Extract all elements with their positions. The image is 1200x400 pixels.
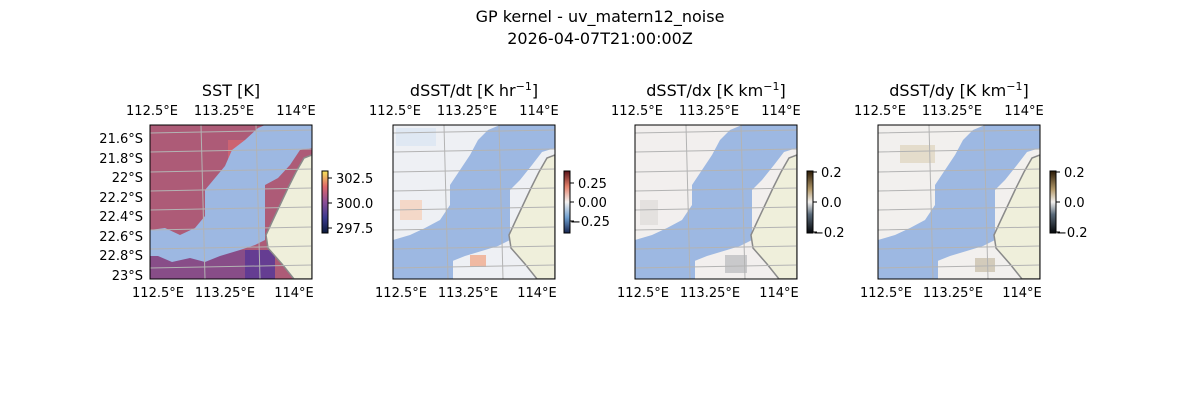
- x-top-tick-label: 114°E: [1004, 104, 1044, 119]
- no-data-region: [150, 125, 312, 262]
- plot-frame: [634, 124, 798, 280]
- colorbar-tick-label: 302.5: [336, 172, 373, 187]
- figure-title: GP kernel - uv_matern12_noise: [476, 7, 725, 27]
- y-tick-label: 22.6°S: [99, 230, 143, 245]
- x-bottom-tick-label: 112.5°E: [132, 286, 184, 301]
- x-top-tick-label: 114°E: [519, 104, 559, 119]
- colorbar: 0.25 0.00 −0.25: [563, 170, 610, 234]
- plot-frame: [877, 124, 1041, 280]
- panel-title: dSST/dx [K km−1]: [646, 80, 785, 100]
- colorbar-tick-label: −0.2: [1056, 226, 1088, 241]
- x-bottom-tick-label: 113.25°E: [680, 286, 740, 301]
- colorbar: 302.5 300.0 297.5: [321, 170, 373, 237]
- x-bottom-tick-label: 114°E: [1002, 286, 1042, 301]
- colorbar-tick-label: 0.2: [1064, 166, 1085, 181]
- plot-frame: [392, 124, 556, 280]
- field-tint: [725, 255, 747, 273]
- field-warm-tint: [470, 255, 486, 267]
- x-top-tick-label: 113.25°E: [194, 104, 254, 119]
- x-top-tick-label: 113.25°E: [437, 104, 497, 119]
- panel-title: dSST/dt [K hr−1]: [410, 80, 538, 100]
- colorbar-bar: [321, 170, 329, 234]
- no-data-region: [393, 125, 555, 262]
- colorbar: 0.2 0.0 −0.2: [806, 166, 845, 241]
- colorbar-tick-label: 297.5: [336, 222, 373, 237]
- colorbar: 0.2 0.0 −0.2: [1049, 166, 1088, 241]
- x-top-tick-label: 112.5°E: [611, 104, 663, 119]
- figure-subtitle: 2026-04-07T21:00:00Z: [507, 29, 693, 48]
- x-top-tick-label: 112.5°E: [854, 104, 906, 119]
- panel-dsst-dt: dSST/dt [K hr−1] 112.5°E 113.25°E 114°E …: [369, 80, 610, 301]
- colorbar-tick-label: −0.25: [570, 215, 610, 230]
- graticule: [150, 125, 312, 279]
- x-bottom-tick-label: 113.25°E: [195, 286, 255, 301]
- colorbar-tick-label: 300.0: [336, 197, 373, 212]
- no-data-region: [635, 125, 797, 262]
- colorbar-tick-label: 0.25: [578, 177, 607, 192]
- map-plot-area: [393, 125, 555, 279]
- graticule: [393, 125, 555, 279]
- map-plot-area: [150, 125, 312, 279]
- field-tint: [975, 258, 995, 272]
- field-tint: [640, 200, 658, 225]
- panel-sst: SST [K] 112.5°E 113.25°E 114°E 112.5°E 1…: [99, 81, 373, 301]
- x-top-tick-label: 113.25°E: [922, 104, 982, 119]
- field-tint: [900, 145, 935, 163]
- panel-dsst-dx: dSST/dx [K km−1] 112.5°E 113.25°E 114°E …: [611, 80, 845, 301]
- y-tick-label: 22.2°S: [99, 191, 143, 206]
- x-bottom-tick-label: 112.5°E: [617, 286, 669, 301]
- x-bottom-tick-label: 112.5°E: [375, 286, 427, 301]
- field-tint: [396, 128, 436, 146]
- y-tick-label: 21.8°S: [99, 152, 143, 167]
- y-tick-label: 22.8°S: [99, 249, 143, 264]
- x-top-tick-label: 114°E: [761, 104, 801, 119]
- x-top-tick-label: 112.5°E: [369, 104, 421, 119]
- y-tick-label: 22°S: [112, 171, 143, 186]
- x-bottom-tick-label: 113.25°E: [438, 286, 498, 301]
- x-bottom-tick-label: 114°E: [517, 286, 557, 301]
- panel-title: dSST/dy [K km−1]: [889, 80, 1028, 100]
- y-tick-label: 22.4°S: [99, 210, 143, 225]
- panel-dsst-dy: dSST/dy [K km−1] 112.5°E 113.25°E 114°E …: [854, 80, 1088, 301]
- graticule: [878, 125, 1040, 279]
- colorbar-tick-label: 0.0: [821, 196, 842, 211]
- colorbar-tick-label: 0.2: [821, 166, 842, 181]
- colorbar-bar: [806, 170, 814, 234]
- x-top-tick-label: 113.25°E: [679, 104, 739, 119]
- colorbar-tick-label: 0.0: [1064, 196, 1085, 211]
- colorbar-tick-label: 0.00: [578, 196, 607, 211]
- x-bottom-tick-label: 114°E: [759, 286, 799, 301]
- y-tick-label: 23°S: [112, 269, 143, 284]
- x-top-tick-label: 114°E: [276, 104, 316, 119]
- x-top-tick-label: 112.5°E: [126, 104, 178, 119]
- x-bottom-tick-label: 113.25°E: [923, 286, 983, 301]
- panel-title: SST [K]: [202, 81, 260, 100]
- colorbar-tick-label: −0.2: [813, 226, 845, 241]
- colorbar-bar: [1049, 170, 1057, 234]
- y-tick-label: 21.6°S: [99, 132, 143, 147]
- no-data-region: [878, 125, 1040, 262]
- graticule: [635, 125, 797, 279]
- x-bottom-tick-label: 114°E: [274, 286, 314, 301]
- x-bottom-tick-label: 112.5°E: [860, 286, 912, 301]
- map-plot-area: [878, 125, 1040, 279]
- map-plot-area: [635, 125, 797, 279]
- plot-frame: [149, 124, 313, 280]
